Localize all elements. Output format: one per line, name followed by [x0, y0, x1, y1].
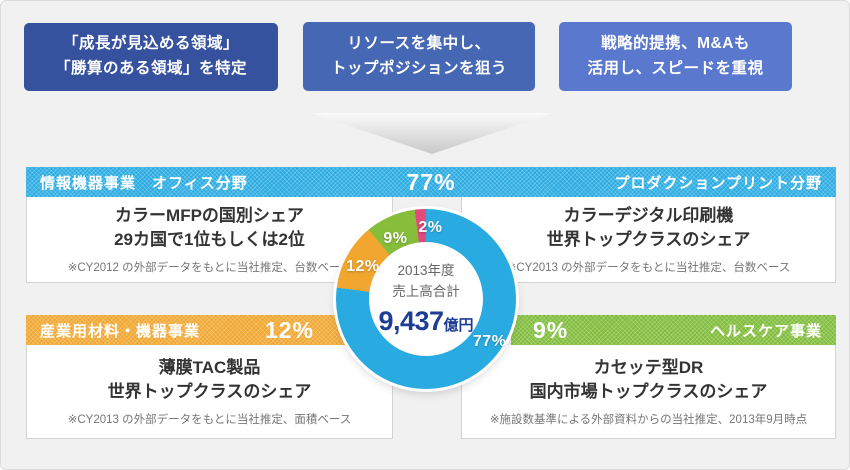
- healthcare-percent: 9%: [533, 316, 569, 343]
- revenue-donut-chart: 2013年度 売上高合計 9,437億円 77% 12% 9% 2%: [336, 209, 516, 389]
- strategy-box-focus-line1: リソースを集中し、: [347, 34, 491, 52]
- donut-center-year: 2013年度: [397, 263, 455, 279]
- strategy-box-focus-line2: トップポジションを狙う: [330, 59, 507, 77]
- slice-label-12%: 12%: [346, 258, 380, 276]
- strategy-box-identify-line1: 「成長が見込める領域」: [62, 35, 239, 53]
- strategy-box-speed: 戦略的提携、M&Aも 活用し、スピードを重視: [559, 22, 792, 91]
- office-share-note: ※CY2012 の外部データをもとに当社推定、台数ベース: [67, 261, 352, 274]
- healthcare-note: ※施設数基準による外部資料からの当社推定、2013年9月時点: [489, 413, 808, 426]
- industrial-header-band: 産業用材料・機器事業 12%: [26, 315, 346, 345]
- donut-center-unit: 億円: [443, 316, 474, 334]
- industrial-title-line1: 薄膜TAC製品: [158, 358, 261, 378]
- office-share-title-line2: 29カ国で1位もしくは2位: [114, 230, 305, 249]
- slice-label-77%: 77%: [472, 333, 507, 350]
- it-business-header-band: 情報機器事業 オフィス分野 77% プロダクションプリント分野: [26, 167, 836, 197]
- strategy-box-focus: リソースを集中し、 トップポジションを狙う: [303, 22, 535, 91]
- it-share-percent: 77%: [406, 168, 456, 195]
- healthcare-title-line1: カセッテ型DR: [593, 358, 704, 378]
- production-print-label: プロダクションプリント分野: [614, 174, 822, 192]
- office-share-title-line1: カラーMFPの国別シェア: [115, 206, 304, 226]
- healthcare-header-band: 9% ヘルスケア事業: [511, 315, 836, 345]
- strategy-box-identify-line2: 「勝算のある領域」を特定: [54, 60, 247, 77]
- office-share-panel: カラーMFPの国別シェア 29カ国で1位もしくは2位 ※CY2012 の外部デー…: [26, 197, 393, 283]
- slice-label-9%: 9%: [383, 229, 408, 247]
- strategy-box-speed-line2: 活用し、スピードを重視: [587, 59, 764, 77]
- down-arrow-icon: [311, 113, 553, 154]
- industrial-percent: 12%: [264, 316, 314, 343]
- slice-label-2%: 2%: [418, 219, 443, 237]
- industrial-panel: 薄膜TAC製品 世界トップクラスのシェア ※CY2013 の外部データをもとに当…: [26, 345, 393, 439]
- industrial-label: 産業用材料・機器事業: [40, 322, 201, 340]
- industrial-note: ※CY2013 の外部データをもとに当社推定、面積ベース: [67, 413, 352, 426]
- healthcare-label: ヘルスケア事業: [709, 322, 822, 340]
- healthcare-panel: カセッテ型DR 国内市場トップクラスのシェア ※施設数基準による外部資料からの当…: [461, 345, 836, 439]
- industrial-title-line2: 世界トップクラスのシェア: [107, 382, 312, 401]
- production-print-title-line2: 世界トップクラスのシェア: [546, 230, 751, 249]
- production-print-note: ※CY2013 の外部データをもとに当社推定、台数ベース: [506, 261, 791, 274]
- donut-center-caption: 売上高合計: [392, 283, 460, 299]
- production-print-panel: カラーデジタル印刷機 世界トップクラスのシェア ※CY2013 の外部データをも…: [461, 197, 836, 283]
- strategy-box-speed-line1: 戦略的提携、M&Aも: [601, 34, 750, 52]
- donut-center: 2013年度 売上高合計 9,437億円: [369, 242, 483, 356]
- it-office-label: 情報機器事業 オフィス分野: [40, 174, 248, 192]
- strategy-box-identify: 「成長が見込める領域」 「勝算のある領域」を特定: [24, 23, 278, 91]
- donut-center-value: 9,437億円: [378, 306, 473, 337]
- donut-center-amount: 9,437: [378, 305, 444, 336]
- production-print-title-line1: カラーデジタル印刷機: [563, 206, 734, 226]
- healthcare-title-line2: 国内市場トップクラスのシェア: [529, 382, 768, 401]
